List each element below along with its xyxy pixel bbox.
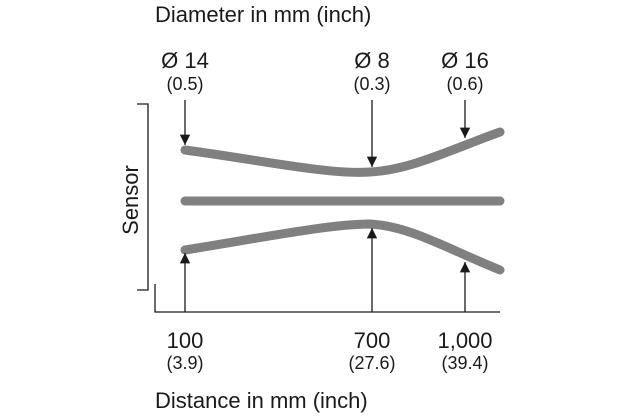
sensor-bracket xyxy=(137,103,149,291)
diameter-inch: (0.6) xyxy=(446,74,483,94)
diameter-inch: (0.5) xyxy=(166,74,203,94)
title: Diameter in mm (inch) xyxy=(155,2,371,27)
diameter-inch: (0.3) xyxy=(353,74,390,94)
distance-label: 1,000 xyxy=(437,328,492,353)
distance-label: 100 xyxy=(167,328,204,353)
diameter-label: Ø 8 xyxy=(354,48,389,73)
distance-axis xyxy=(154,284,500,313)
distance-inch: (3.9) xyxy=(166,353,203,373)
distance-inch: (39.4) xyxy=(441,353,488,373)
side-label: Sensor xyxy=(118,165,143,235)
distance-inch: (27.6) xyxy=(348,353,395,373)
footer-title: Distance in mm (inch) xyxy=(155,388,368,413)
distance-label: 700 xyxy=(354,328,391,353)
beam-edge xyxy=(180,127,505,177)
diameter-label: Ø 16 xyxy=(441,48,489,73)
diameter-label: Ø 14 xyxy=(161,48,209,73)
beam-edge xyxy=(180,219,505,275)
